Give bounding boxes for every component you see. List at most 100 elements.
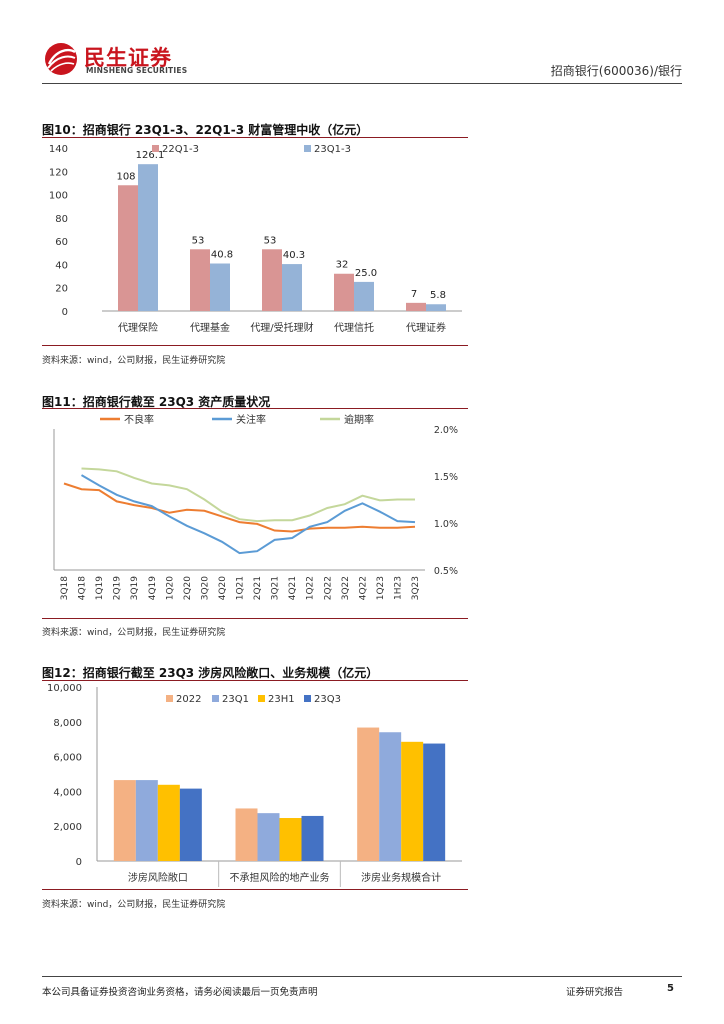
data-label: 40.8 bbox=[211, 249, 233, 260]
figure-12-title: 图12：招商银行截至 23Q3 涉房风险敞口、业务规模（亿元） bbox=[42, 666, 379, 680]
data-label: 40.3 bbox=[283, 250, 305, 261]
figure-11-source: 资料来源：wind，公司财报，民生证券研究院 bbox=[42, 628, 226, 638]
bar-22Q1-3 bbox=[406, 302, 426, 311]
y-tick-label: 100 bbox=[49, 191, 68, 202]
figure-12-chart: 0 2,000 4,000 6,000 8,000 10,000 涉房风险敞口 不承担风险的地… bbox=[47, 683, 462, 887]
x-tick-label: 1Q23 bbox=[376, 576, 386, 600]
bar-23Q1 bbox=[135, 780, 158, 861]
x-tick-label: 代理证券 bbox=[406, 321, 446, 334]
legend-swatch bbox=[304, 145, 311, 152]
data-label: 126.1 bbox=[136, 150, 165, 161]
x-tick-label: 3Q22 bbox=[341, 576, 351, 600]
y-tick-label: 0 bbox=[76, 857, 82, 868]
bar-22Q1-3 bbox=[334, 273, 354, 311]
legend-swatch bbox=[258, 695, 265, 702]
legend-label: 不良率 bbox=[124, 413, 154, 426]
figure-10-title: 图10：招商银行 23Q1-3、22Q1-3 财富管理中收（亿元） bbox=[42, 123, 369, 137]
legend-swatch bbox=[166, 695, 173, 702]
x-tick-label: 2Q22 bbox=[323, 576, 333, 600]
x-tick-label: 2Q19 bbox=[113, 576, 123, 601]
data-label: 53 bbox=[192, 235, 205, 246]
x-tick-label: 2Q20 bbox=[183, 576, 193, 601]
y-tick-label: 0.5% bbox=[434, 566, 458, 577]
x-tick-label: 1Q19 bbox=[95, 576, 105, 601]
figure-11-bottom-rule bbox=[42, 618, 468, 619]
page-number: 5 bbox=[667, 983, 674, 994]
bar-2022 bbox=[357, 727, 380, 861]
legend-swatch bbox=[212, 695, 219, 702]
footer-report-type: 证券研究报告 bbox=[566, 987, 624, 998]
figure-10-bottom-rule bbox=[42, 345, 468, 346]
y-tick-label: 2.0% bbox=[434, 425, 458, 436]
x-tick-label: 代理/受托理财 bbox=[250, 321, 313, 334]
bar-22Q1-3 bbox=[190, 249, 210, 311]
x-tick-label: 1Q22 bbox=[306, 576, 316, 600]
bar-23Q1 bbox=[257, 813, 280, 861]
data-label: 108 bbox=[116, 171, 135, 182]
x-tick-label: 1Q21 bbox=[236, 576, 246, 600]
x-tick-label: 代理基金 bbox=[190, 321, 230, 334]
report-subject: 招商银行(600036)/银行 bbox=[550, 64, 682, 78]
bar-23Q3 bbox=[301, 815, 324, 861]
bar-22Q1-3 bbox=[262, 249, 282, 311]
bar-23Q3 bbox=[423, 743, 446, 861]
y-tick-label: 80 bbox=[55, 214, 68, 225]
legend-label: 逾期率 bbox=[344, 413, 374, 426]
x-tick-label: 4Q19 bbox=[148, 576, 158, 601]
legend-label: 22Q1-3 bbox=[162, 144, 199, 155]
x-tick-label: 1Q20 bbox=[165, 576, 175, 601]
legend-swatch bbox=[152, 145, 159, 152]
y-tick-label: 10,000 bbox=[47, 683, 82, 694]
figure-11-title-rule bbox=[42, 408, 468, 409]
x-tick-label: 4Q21 bbox=[288, 576, 298, 600]
x-tick-label: 涉房业务规模合计 bbox=[361, 871, 441, 884]
series-line-关注率 bbox=[80, 474, 416, 555]
bar-23H1 bbox=[401, 741, 424, 861]
bar-23Q1-3 bbox=[354, 281, 374, 311]
y-tick-label: 40 bbox=[55, 260, 68, 271]
x-tick-label: 代理保险 bbox=[118, 321, 158, 334]
y-tick-label: 60 bbox=[55, 237, 68, 248]
bar-22Q1-3 bbox=[118, 185, 138, 311]
data-label: 5.8 bbox=[430, 290, 446, 301]
bar-2022 bbox=[235, 808, 258, 861]
figure-12-source: 资料来源：wind，公司财报，民生证券研究院 bbox=[42, 900, 226, 910]
x-tick-label: 代理信托 bbox=[334, 321, 374, 334]
bar-23H1 bbox=[279, 818, 302, 861]
y-tick-label: 1.0% bbox=[434, 519, 458, 530]
x-tick-label: 4Q18 bbox=[78, 576, 88, 601]
x-tick-label: 涉房风险敞口 bbox=[128, 871, 188, 884]
data-label: 53 bbox=[264, 235, 277, 246]
x-tick-label: 3Q18 bbox=[60, 576, 70, 601]
legend-swatch bbox=[304, 695, 311, 702]
legend-label: 23Q3 bbox=[314, 694, 341, 705]
figure-12-title-rule bbox=[42, 680, 468, 681]
bar-23Q1-3 bbox=[210, 263, 230, 311]
x-tick-label: 4Q22 bbox=[358, 576, 368, 600]
y-tick-label: 120 bbox=[49, 167, 68, 178]
bar-23Q3 bbox=[179, 788, 202, 861]
x-tick-label: 3Q20 bbox=[200, 576, 210, 601]
y-tick-label: 0 bbox=[62, 307, 68, 318]
series-line-逾期率 bbox=[81, 467, 415, 523]
y-tick-label: 2,000 bbox=[53, 822, 82, 833]
minsheng-logo-icon bbox=[45, 43, 77, 75]
header-divider bbox=[42, 83, 682, 84]
legend-label: 23Q1 bbox=[222, 694, 249, 705]
bar-23Q1-3 bbox=[282, 264, 302, 311]
logo-english-name: MINSHENG SECURITIES bbox=[86, 66, 188, 75]
series-line-不良率 bbox=[63, 482, 416, 533]
x-tick-label: 3Q19 bbox=[130, 576, 140, 601]
bar-23Q1-3 bbox=[426, 304, 446, 311]
figure-11-chart: 0.5% 1.0% 1.5% 2.0% 3Q18 4Q18 1Q19 2Q19 3Q19 4Q19… bbox=[53, 413, 458, 601]
footer-divider bbox=[42, 976, 682, 977]
x-tick-label: 2Q21 bbox=[253, 576, 263, 600]
x-tick-label: 4Q20 bbox=[218, 576, 228, 601]
data-label: 32 bbox=[336, 260, 349, 271]
legend-label: 23Q1-3 bbox=[314, 144, 351, 155]
figure-11-title: 图11：招商银行截至 23Q3 资产质量状况 bbox=[42, 395, 271, 409]
x-tick-label: 1H23 bbox=[393, 576, 403, 600]
legend-label: 2022 bbox=[176, 694, 201, 705]
bar-2022 bbox=[113, 780, 136, 861]
